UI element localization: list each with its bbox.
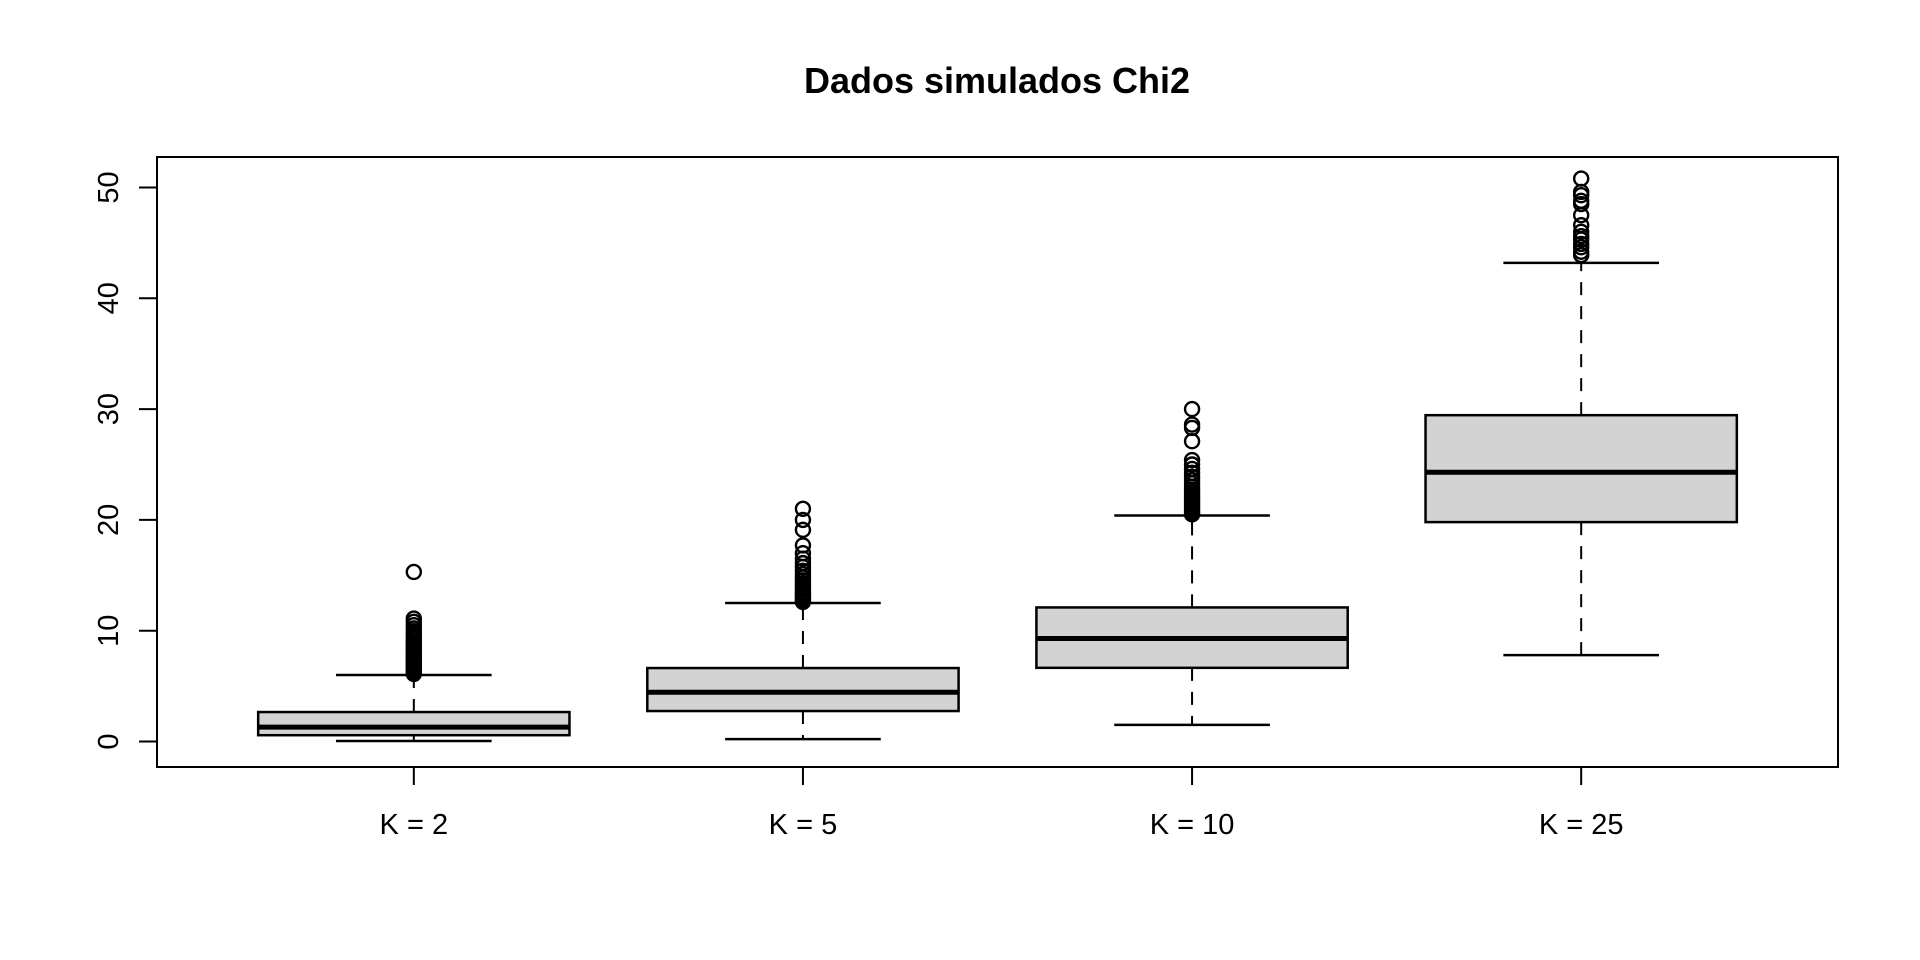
iqr-box bbox=[256, 710, 571, 737]
x-axis: K = 2 K = 5 K = 10 K = 25 bbox=[380, 767, 1624, 841]
outlier-point bbox=[1183, 433, 1201, 450]
y-tick-label: 40 bbox=[93, 282, 125, 314]
boxplot-k2 bbox=[256, 563, 571, 743]
boxplot-k25 bbox=[1424, 170, 1739, 657]
outlier-point bbox=[405, 610, 423, 627]
plot-frame bbox=[156, 156, 1839, 768]
outlier-point bbox=[794, 554, 812, 572]
outlier-point bbox=[1572, 216, 1590, 234]
outlier-point bbox=[1572, 170, 1590, 187]
outlier-point bbox=[794, 544, 812, 562]
x-tick-label: K = 10 bbox=[1150, 809, 1235, 841]
outlier-point bbox=[1183, 456, 1201, 473]
outlier-point bbox=[794, 537, 812, 554]
outlier-point bbox=[1183, 416, 1201, 433]
chart-title: Dados simulados Chi2 bbox=[804, 60, 1190, 101]
x-tick-label: K = 2 bbox=[380, 809, 449, 841]
iqr-box bbox=[646, 666, 960, 713]
outlier-point bbox=[1572, 235, 1590, 253]
y-tick-label: 10 bbox=[93, 615, 125, 647]
iqr-box bbox=[1424, 413, 1739, 524]
outlier-point bbox=[1572, 192, 1590, 209]
y-tick-label: 30 bbox=[93, 393, 125, 425]
outlier-point bbox=[794, 521, 812, 539]
outlier-point bbox=[1572, 223, 1590, 240]
boxplot-k5 bbox=[646, 500, 960, 741]
outlier-point bbox=[1183, 451, 1201, 469]
outlier-point bbox=[1183, 400, 1201, 418]
outlier-point bbox=[794, 511, 812, 529]
y-axis: 0 10 20 30 40 50 bbox=[93, 171, 157, 750]
boxplot-groups bbox=[256, 170, 1739, 743]
x-tick-label: K = 25 bbox=[1539, 809, 1624, 841]
outlier-point bbox=[1572, 243, 1590, 260]
outlier-point bbox=[1183, 460, 1201, 478]
boxplot-k10 bbox=[1035, 400, 1349, 727]
y-tick-label: 50 bbox=[93, 171, 125, 203]
outlier-point bbox=[794, 500, 812, 518]
y-tick-label: 20 bbox=[93, 504, 125, 536]
plot-border bbox=[156, 156, 1839, 768]
outlier-point bbox=[1572, 228, 1590, 245]
outlier-point bbox=[405, 563, 423, 581]
y-tick-label: 0 bbox=[93, 733, 125, 749]
x-tick-label: K = 5 bbox=[769, 809, 838, 841]
